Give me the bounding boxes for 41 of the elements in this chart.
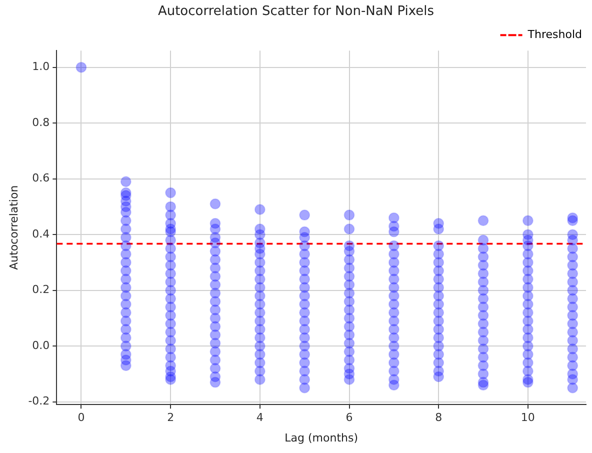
point <box>120 360 132 372</box>
y-tick-label: 0.4 <box>32 227 50 240</box>
point <box>254 374 266 386</box>
x-tick-label: 8 <box>435 411 442 424</box>
point <box>76 62 87 73</box>
point <box>299 382 310 394</box>
point <box>522 376 534 388</box>
legend-label: Threshold <box>526 28 582 41</box>
chart-title: Autocorrelation Scatter for Non-NaN Pixels <box>158 4 434 20</box>
x-tick-label: 6 <box>346 411 353 424</box>
point <box>567 382 578 394</box>
point <box>433 371 444 382</box>
point <box>210 376 221 388</box>
y-tick-label: -0.2 <box>28 394 50 408</box>
point <box>344 374 355 386</box>
point <box>210 198 221 210</box>
point <box>478 215 489 226</box>
y-axis-title: Autocorrelation <box>7 185 20 270</box>
point <box>478 380 489 391</box>
y-tick-label: 0.0 <box>32 338 50 352</box>
point <box>433 223 444 234</box>
point <box>388 380 400 391</box>
point <box>567 215 578 226</box>
y-tick-label: 0.8 <box>32 116 50 129</box>
point <box>388 226 400 238</box>
y-tick-label: 1.0 <box>32 60 50 74</box>
y-tick-label: 0.2 <box>32 283 50 296</box>
point <box>165 187 176 198</box>
point <box>522 215 534 226</box>
y-tick-label: 0.6 <box>32 172 50 185</box>
point <box>254 204 266 215</box>
x-axis-title: Lag (months) <box>284 431 358 444</box>
point <box>344 223 355 234</box>
x-tick-label: 4 <box>256 411 264 424</box>
x-tick-label: 2 <box>167 411 174 424</box>
point <box>120 176 132 188</box>
point <box>299 210 310 221</box>
x-tick-label: 0 <box>78 411 85 424</box>
x-tick-label: 10 <box>520 411 535 424</box>
point <box>344 210 355 221</box>
point <box>165 374 176 386</box>
